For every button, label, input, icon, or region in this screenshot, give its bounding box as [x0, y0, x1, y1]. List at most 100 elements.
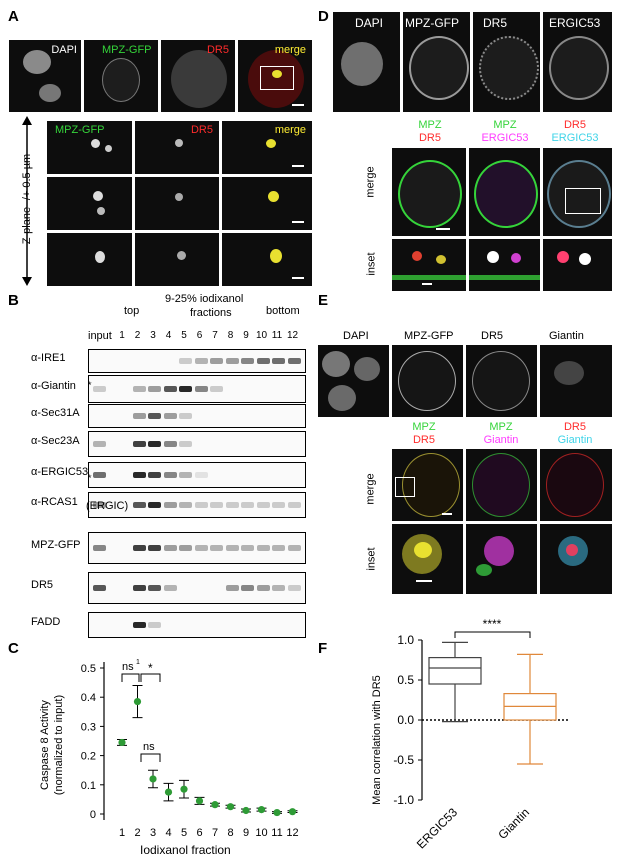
blot-label: α-Giantin: [31, 380, 76, 392]
blot-band: [225, 545, 239, 551]
blot-band: [256, 502, 270, 508]
blot-band: [148, 413, 161, 419]
mpz-gfp-image: MPZ-GFP: [84, 40, 158, 112]
e-merge-dr5-giantin: [540, 449, 612, 521]
f-whisker: [517, 653, 543, 765]
e-giantin-image: [540, 345, 612, 417]
blot-band: [132, 386, 146, 392]
header-top: top: [124, 305, 140, 317]
d-label-mpz: MPZ-GFP: [405, 16, 459, 30]
blot-band: [210, 386, 223, 392]
c-point: [195, 797, 204, 805]
fraction-number: 9: [243, 330, 249, 341]
f-whisker: [442, 641, 468, 723]
d-h2b: ERGIC53: [481, 132, 529, 144]
blot-band: [163, 545, 177, 551]
d-merge-dr5-ergic: [543, 148, 612, 236]
dr5-image: DR5: [161, 40, 235, 112]
d-inset-1: [392, 239, 466, 291]
annot-ns-2: ns: [143, 741, 155, 753]
e-label-giantin: Giantin: [549, 330, 584, 342]
e-inset-3: [540, 524, 612, 594]
f-ytick: -1.0: [393, 793, 414, 807]
blot-band: [93, 545, 106, 551]
label-dapi: DAPI: [51, 44, 77, 56]
blot-label: FADD: [31, 616, 61, 628]
d-h1a: MPZ: [418, 119, 442, 131]
fraction-number: 2: [134, 330, 141, 341]
panel-f-letter: F: [318, 640, 328, 657]
e-dr5-image: [466, 345, 537, 417]
zstack-merge-3: [222, 233, 312, 286]
scale-bar: [442, 513, 452, 515]
c-ytick: 0.2: [81, 751, 96, 763]
c-ytick: 0.5: [81, 663, 96, 675]
blot-band: [210, 358, 223, 364]
blot-band: [179, 413, 192, 419]
blot-band: [241, 545, 254, 551]
c-xtick: 6: [196, 827, 202, 839]
blot-label: α-Sec23A: [31, 435, 80, 447]
e-h3b: Giantin: [557, 434, 593, 446]
d-row-inset: inset: [365, 252, 378, 276]
blot-strip: [88, 375, 306, 403]
rcas-sub: (ERGIC): [86, 500, 129, 512]
fraction-number: 3: [150, 330, 156, 341]
c-xtick: 5: [181, 827, 187, 839]
blot-band: [272, 545, 285, 551]
fraction-number: 1: [119, 330, 125, 341]
c-xtick: 8: [227, 827, 233, 839]
d-dapi-image: DAPI: [333, 12, 400, 112]
blot-band: [132, 441, 146, 447]
blot-strip: [88, 572, 306, 604]
scale-bar: [292, 277, 304, 279]
c-xtick: 10: [255, 827, 267, 839]
annot-star: *: [148, 661, 153, 675]
fraction-number: 10: [255, 330, 268, 341]
c-xtick: 11: [271, 827, 282, 839]
blot-band: [163, 585, 177, 591]
c-xtick: 9: [243, 827, 249, 839]
zstack-mpz-3: [47, 233, 132, 286]
blot-band: [256, 358, 270, 364]
zlabel-dr5: DR5: [190, 124, 213, 136]
blot-band: [287, 545, 301, 551]
blot-band: [148, 502, 161, 508]
d-merge-mpz-dr5: [392, 148, 466, 236]
blot-strip: [88, 462, 306, 488]
c-point: [211, 801, 219, 809]
c-ytick: 0.1: [81, 780, 96, 792]
d-h1b: DR5: [418, 132, 441, 144]
d-label-dr5: DR5: [483, 16, 508, 30]
c-ylabel: Caspase 8 Activity: [39, 700, 51, 790]
blot-star-2: *: [88, 473, 92, 483]
annot-ns-1: ns: [122, 661, 134, 673]
e-label-mpz: MPZ-GFP: [404, 330, 454, 342]
c-ytick: 0.3: [81, 721, 96, 733]
panel-b-letter: B: [8, 292, 19, 309]
caspase-chart: 00.10.20.30.40.5 1 2 3 4 5 6 7 8 9 10 11 12 ns 1 * …: [39, 659, 299, 857]
e-h1a: MPZ: [412, 421, 436, 433]
e-mpz-image: [392, 345, 463, 417]
c-xtick: 1: [119, 827, 125, 839]
blot-band: [132, 472, 146, 478]
blot-band: [93, 585, 106, 591]
blot-band: [93, 386, 106, 392]
e-h3a: DR5: [563, 421, 586, 433]
blot-band: [93, 502, 106, 508]
e-h1b: DR5: [412, 434, 435, 446]
blot-band: [93, 441, 106, 447]
e-row-merge: merge: [364, 473, 377, 505]
f-significance: ****: [483, 617, 502, 631]
blot-strip: [88, 612, 306, 638]
d-mpz-image: MPZ-GFP: [403, 12, 470, 112]
panel-d-letter: D: [318, 8, 329, 25]
blot-band: [179, 502, 192, 508]
annot-superscript: 1: [136, 659, 140, 666]
label-dr5: DR5: [206, 44, 229, 56]
blot-strip: [88, 532, 306, 564]
blot-band: [241, 358, 254, 364]
e-inset-1: [392, 524, 463, 594]
panel-a-letter: A: [8, 8, 19, 25]
blot-band: [272, 502, 285, 508]
